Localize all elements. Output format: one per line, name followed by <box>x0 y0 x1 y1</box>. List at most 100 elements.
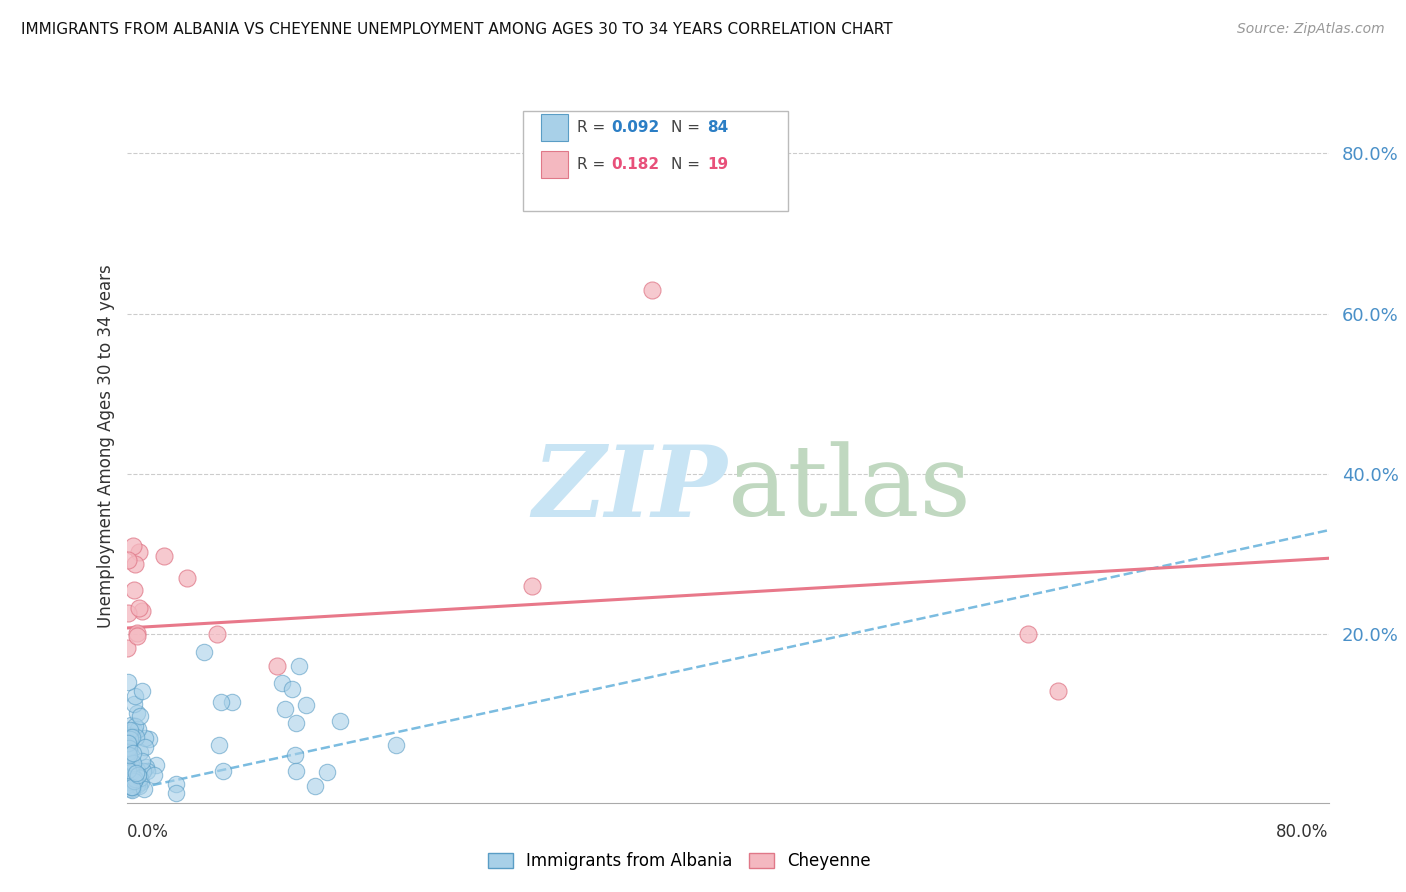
Point <box>522 579 544 593</box>
Point <box>118 741 141 756</box>
Point <box>117 739 139 754</box>
Point <box>120 758 142 772</box>
Point <box>135 759 157 773</box>
Text: R =: R = <box>578 120 610 136</box>
Bar <box>541 152 568 178</box>
Point <box>120 717 142 731</box>
Point <box>385 738 408 752</box>
Point <box>132 782 155 797</box>
Point <box>1017 627 1039 641</box>
Point <box>142 768 165 782</box>
Point <box>135 764 157 778</box>
Point <box>329 714 352 729</box>
Text: ZIP: ZIP <box>533 441 728 537</box>
Point <box>115 739 138 754</box>
Point <box>165 786 187 800</box>
Point <box>294 698 316 712</box>
Point <box>120 764 142 779</box>
Point <box>118 731 141 745</box>
Point <box>124 772 146 787</box>
Point <box>134 739 156 754</box>
Point <box>211 764 233 778</box>
Point <box>117 763 139 777</box>
Point <box>129 772 152 786</box>
Point <box>121 780 143 794</box>
Text: R =: R = <box>578 157 610 172</box>
Point <box>288 658 311 673</box>
Point <box>165 777 187 791</box>
Point <box>131 604 153 618</box>
Point <box>134 731 156 745</box>
Point <box>128 601 150 615</box>
Point <box>118 750 141 764</box>
Point <box>124 774 146 789</box>
Point <box>121 756 143 770</box>
Point <box>122 698 145 712</box>
Point <box>117 772 139 786</box>
Point <box>129 709 152 723</box>
Point <box>193 645 215 659</box>
Text: 0.182: 0.182 <box>612 157 659 172</box>
Bar <box>541 114 568 141</box>
Point <box>117 731 139 745</box>
Point <box>117 736 139 750</box>
Point <box>121 782 143 797</box>
Point <box>124 723 146 737</box>
Point <box>118 769 141 783</box>
Point <box>117 745 139 759</box>
Point <box>124 719 146 733</box>
Text: 84: 84 <box>707 120 728 136</box>
Point <box>138 731 160 746</box>
Text: 19: 19 <box>707 157 728 172</box>
Point <box>117 674 139 689</box>
Text: 0.092: 0.092 <box>612 120 659 136</box>
Point <box>124 558 146 572</box>
Point <box>124 689 146 703</box>
Point <box>117 607 139 621</box>
Point <box>117 735 139 749</box>
Point <box>127 767 149 781</box>
Point <box>209 695 232 709</box>
FancyBboxPatch shape <box>523 111 787 211</box>
Point <box>274 702 297 716</box>
Text: atlas: atlas <box>728 441 970 537</box>
Point <box>285 715 308 730</box>
Point <box>281 682 304 697</box>
Point <box>127 722 149 736</box>
Point <box>120 723 142 737</box>
Point <box>221 695 243 709</box>
Point <box>1047 683 1070 698</box>
Point <box>122 746 145 760</box>
Point <box>115 771 138 785</box>
Text: IMMIGRANTS FROM ALBANIA VS CHEYENNE UNEMPLOYMENT AMONG AGES 30 TO 34 YEARS CORRE: IMMIGRANTS FROM ALBANIA VS CHEYENNE UNEM… <box>21 22 893 37</box>
Point <box>122 756 145 771</box>
Point <box>131 764 153 778</box>
Point <box>208 738 231 752</box>
Text: N =: N = <box>671 157 704 172</box>
Point <box>266 659 288 673</box>
Point <box>118 732 141 747</box>
Point <box>285 764 308 778</box>
Point <box>131 754 153 768</box>
Point <box>120 762 142 776</box>
Point <box>270 676 292 690</box>
Point <box>121 780 143 794</box>
Point <box>176 571 198 585</box>
Point <box>205 627 228 641</box>
Point <box>125 628 148 642</box>
Point <box>128 545 150 559</box>
Point <box>118 728 141 742</box>
Point <box>125 765 148 780</box>
Y-axis label: Unemployment Among Ages 30 to 34 years: Unemployment Among Ages 30 to 34 years <box>97 264 115 628</box>
Point <box>118 728 141 742</box>
Point <box>145 758 167 772</box>
Text: Source: ZipAtlas.com: Source: ZipAtlas.com <box>1237 22 1385 37</box>
Point <box>128 779 150 793</box>
Point <box>129 745 152 759</box>
Point <box>117 774 139 789</box>
Point <box>127 706 149 721</box>
Point <box>122 775 145 789</box>
Point <box>153 549 176 564</box>
Point <box>117 553 139 567</box>
Point <box>129 775 152 789</box>
